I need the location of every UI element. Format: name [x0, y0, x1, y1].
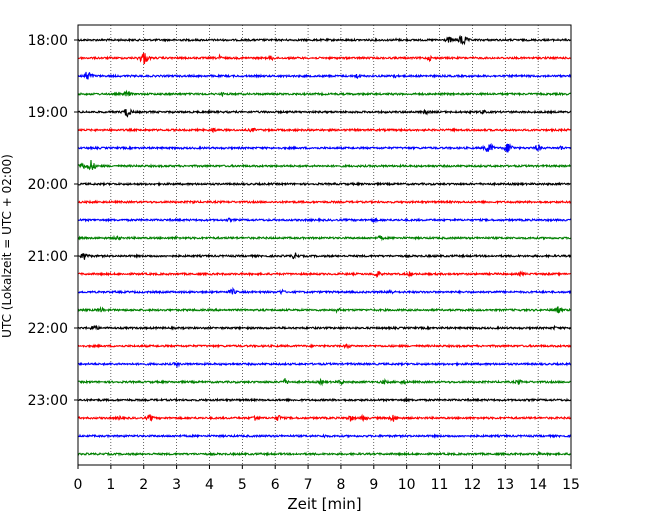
x-tick-label-1: 1 [106, 477, 115, 493]
trace-1815 [77, 52, 572, 65]
trace-2315 [77, 413, 572, 423]
y-tick-label-2: 20:00 [28, 177, 68, 193]
trace-2130 [77, 286, 572, 296]
x-tick-label-10: 10 [398, 477, 416, 493]
trace-2100 [77, 252, 572, 260]
trace-2200 [77, 324, 572, 331]
x-tick-label-7: 7 [304, 477, 313, 493]
trace-1900 [77, 108, 572, 118]
x-tick-label-5: 5 [238, 477, 247, 493]
trace-1930 [77, 142, 572, 153]
trace-2345 [77, 451, 572, 457]
grid-lines [110, 25, 539, 465]
x-tick-label-0: 0 [74, 477, 83, 493]
y-tick-label-1: 19:00 [28, 105, 68, 121]
trace-2030 [77, 217, 572, 223]
x-tick-label-11: 11 [431, 477, 449, 493]
plot-area [78, 25, 571, 465]
trace-2300 [77, 396, 572, 403]
y-tick-label-4: 22:00 [28, 321, 68, 337]
x-tick-label-13: 13 [496, 477, 514, 493]
x-tick-label-9: 9 [369, 477, 378, 493]
y-tick-label-0: 18:00 [28, 33, 68, 49]
x-tick-label-8: 8 [336, 477, 345, 493]
trace-1915 [77, 127, 572, 134]
trace-1845 [77, 89, 572, 98]
x-tick-label-2: 2 [139, 477, 148, 493]
x-tick-label-15: 15 [562, 477, 580, 493]
x-axis: 0 1 2 3 4 5 6 7 8 9 10 11 12 13 14 15 [74, 465, 580, 493]
x-tick-label-4: 4 [205, 477, 214, 493]
trace-2330 [77, 433, 572, 439]
trace-2230 [77, 361, 572, 369]
x-tick-label-12: 12 [463, 477, 481, 493]
trace-2000 [77, 181, 572, 187]
trace-1945 [77, 159, 572, 171]
trace-1830 [77, 71, 572, 80]
trace-2145 [77, 305, 572, 314]
x-tick-label-6: 6 [271, 477, 280, 493]
plot-frame [77, 24, 572, 466]
y-axis: 18:00 19:00 20:00 21:00 22:00 23:00 [28, 33, 78, 409]
y-tick-label-3: 21:00 [28, 249, 68, 265]
x-axis-label: Zeit [min] [287, 495, 361, 513]
y-tick-label-5: 23:00 [28, 393, 68, 409]
trace-2015 [77, 199, 572, 205]
trace-2215 [77, 343, 572, 350]
trace-group [77, 34, 572, 457]
trace-2045 [77, 234, 572, 242]
trace-2245 [77, 377, 572, 387]
trace-1800 [77, 34, 572, 46]
trace-2115 [77, 270, 572, 279]
x-tick-label-14: 14 [529, 477, 547, 493]
y-axis-label: UTC (Lokalzeit = UTC + 02:00) [0, 154, 14, 338]
x-tick-label-3: 3 [172, 477, 181, 493]
